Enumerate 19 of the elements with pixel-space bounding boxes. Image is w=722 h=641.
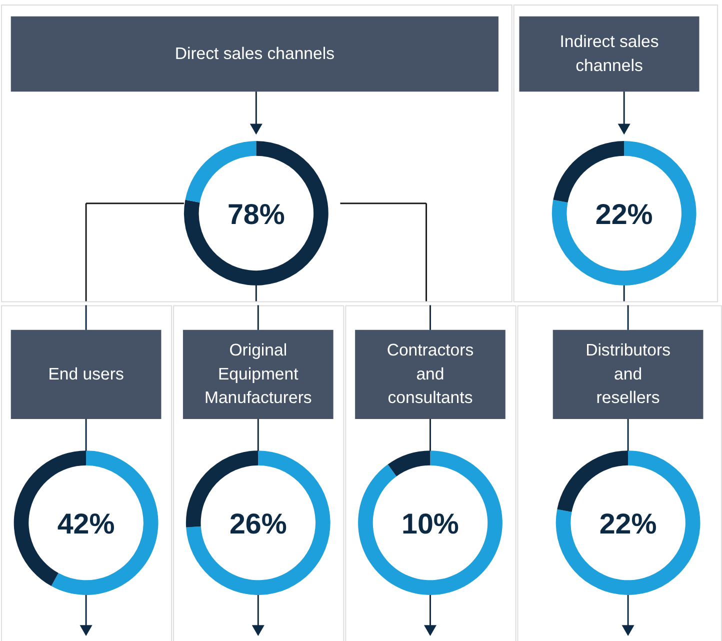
text: 42% (57, 508, 115, 541)
chart-title: Direct sales channels (174, 44, 335, 63)
donut-slice (51, 450, 158, 595)
donut-slice (185, 141, 256, 202)
chart-title: Original Equipment Manufacturers (204, 340, 312, 408)
text: 10% (402, 508, 459, 541)
donut-slice (556, 450, 700, 595)
donut-slice (552, 141, 696, 286)
chart-title: Distributors and resellers (586, 340, 671, 408)
text: 22% (595, 199, 653, 232)
chart-title: Contractors and consultants (386, 340, 474, 408)
chart-title: End users (48, 364, 124, 384)
text: 22% (599, 508, 657, 541)
text: 26% (229, 508, 287, 541)
chart-title: Indirect sales channels (560, 32, 659, 75)
donut-slice (553, 141, 624, 202)
donut-slice (358, 450, 502, 595)
text: 78% (227, 199, 285, 232)
donut-slice (186, 450, 330, 595)
